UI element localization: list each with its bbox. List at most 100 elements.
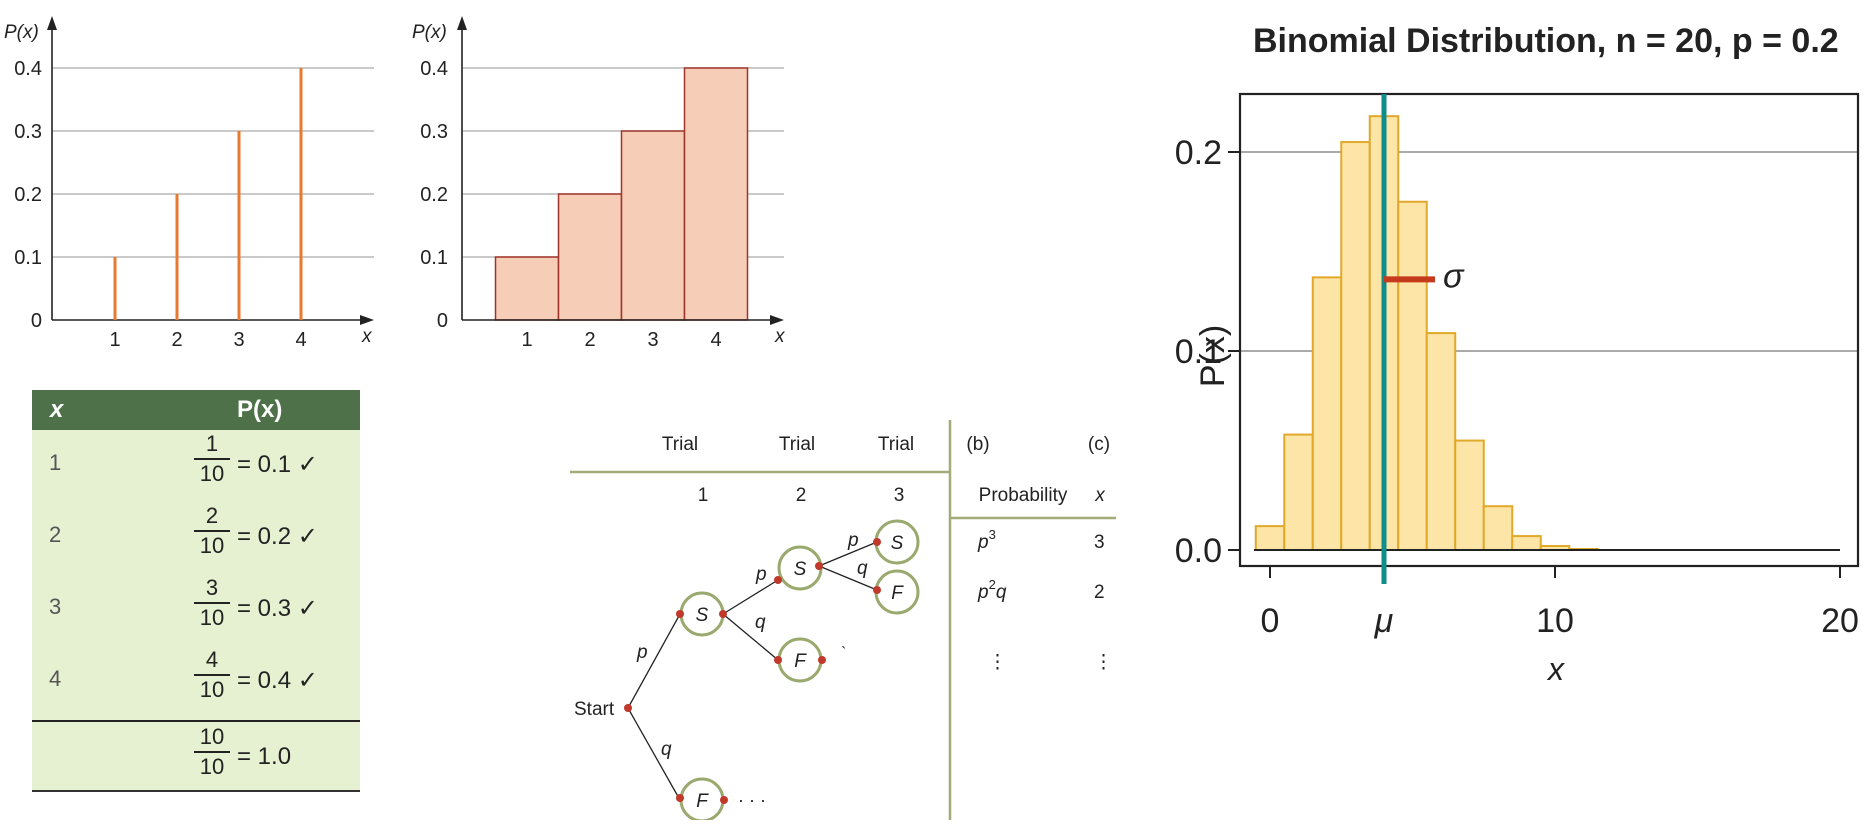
binomial-ytick-label: 0.1: [1175, 333, 1222, 371]
tree-trial-header-3: Trial: [878, 434, 914, 455]
fraction-bar: [194, 458, 230, 460]
tree-stray-mark: `: [841, 645, 846, 662]
spike-ytick-label: 0: [31, 310, 42, 332]
table-row: 1 1 10 = 0.1 ✓: [32, 430, 360, 500]
binomial-bar: [1397, 200, 1428, 551]
binomial-ylabel: P(x): [1194, 325, 1232, 387]
histogram-bar: [620, 130, 686, 321]
table-row-value: = 0.4 ✓: [237, 667, 318, 694]
spike-xtick-label: 3: [233, 329, 244, 351]
histogram-xtick-label: 2: [584, 329, 595, 351]
histogram-ytick-label: 0.2: [420, 184, 448, 206]
branch-label-p: p: [636, 642, 648, 663]
binomial-xtick-label: 20: [1821, 602, 1859, 640]
table-row-x: 1: [49, 450, 62, 475]
table-header-x: x: [50, 396, 64, 423]
histogram-chart: 0 0.1 0.2 0.3 0.4 1 2 3 4 P(x) x: [412, 16, 786, 351]
tree-nodes: [679, 519, 920, 820]
binomial-bar: [1454, 439, 1485, 551]
tree-trial-header-1: Trial: [662, 434, 698, 455]
spike-chart: 0 0.1 0.2 0.3 0.4 1 2 3 4 P(x) x: [4, 16, 374, 351]
fraction-numerator: 10: [199, 724, 225, 749]
histogram-yticks: 0 0.1 0.2 0.3 0.4: [420, 58, 448, 332]
table-row-fraction: 1 10: [190, 430, 234, 488]
fraction-bar: [194, 602, 230, 604]
binomial-bar: [1425, 332, 1457, 551]
spike-ytick-label: 0.3: [14, 121, 42, 143]
tree-trial-number-2: 2: [796, 485, 807, 506]
fraction-numerator: 3: [205, 575, 219, 600]
binomial-ytick-label: 0.0: [1175, 532, 1222, 570]
tree-b-header: (b): [966, 434, 989, 455]
table-row-x: 3: [49, 594, 62, 619]
histogram-ylabel: P(x): [412, 22, 447, 43]
tree-node-letters: S S S F F F: [696, 533, 905, 812]
table-row-value: = 0.2 ✓: [237, 523, 318, 550]
binomial-xlabel: x: [1546, 651, 1565, 687]
spike-xtick-label: 1: [109, 329, 120, 351]
table-header: x P(x): [32, 390, 360, 430]
binomial-bar: [1283, 433, 1314, 551]
binomial-frame: [1238, 92, 1860, 568]
table-row-x: 2: [49, 522, 62, 547]
tree-branch-labels: p q p q p q: [636, 530, 868, 760]
table-sum-divider: [32, 720, 360, 722]
histogram-xtick-label: 1: [521, 329, 532, 351]
table-row: 3 3 10 = 0.3 ✓: [32, 574, 360, 644]
histogram-axes: [457, 16, 784, 325]
fraction-denominator: 10: [199, 754, 225, 779]
binomial-xticks: 0 10 20: [1261, 566, 1859, 640]
spike-gridlines: [52, 67, 374, 258]
histogram-xtick-label: 3: [647, 329, 658, 351]
binomial-ytick-label: 0.2: [1175, 134, 1222, 172]
table-row-value: = 0.3 ✓: [237, 595, 318, 622]
sigma-label: σ: [1443, 257, 1465, 295]
binomial-title: Binomial Distribution, n = 20, p = 0.2: [1253, 22, 1839, 60]
spike-ytick-label: 0.1: [14, 247, 42, 269]
prob-p-squared-q: p2q: [977, 577, 1007, 603]
mean-label: μ: [1374, 602, 1394, 640]
tree-node-label-s2: S: [794, 559, 807, 580]
fraction-numerator: 4: [205, 647, 219, 672]
fraction-denominator: 10: [199, 533, 225, 558]
table-row-value: = 0.1 ✓: [237, 451, 318, 478]
histogram-bar: [494, 256, 560, 321]
table-bottom-rule: [32, 790, 360, 792]
fraction-denominator: 10: [199, 605, 225, 630]
histogram-ytick-label: 0.3: [420, 121, 448, 143]
tree-table-rules: [570, 420, 1116, 820]
tree-start-label: Start: [574, 699, 615, 720]
spike-ytick-label: 0.2: [14, 184, 42, 206]
tree-node-label-s1: S: [696, 605, 709, 626]
table-header-px: P(x): [237, 396, 283, 423]
histogram-xtick-label: 4: [710, 329, 721, 351]
branch-label-q: q: [661, 739, 672, 760]
x-vdots: ⋮: [1094, 652, 1113, 673]
tree-trial-header-2: Trial: [779, 434, 815, 455]
tree-probability-header: Probability: [979, 485, 1068, 506]
probability-table: x P(x) 1 1 10 = 0.1 ✓ 2 2 10 = 0.2 ✓ 3 3…: [32, 390, 360, 792]
spike-ylabel: P(x): [4, 22, 39, 43]
tree-branches: [627, 541, 878, 801]
branch-label-q: q: [755, 612, 766, 633]
histogram-ytick-label: 0.4: [420, 58, 448, 80]
tree-node-label-s3: S: [891, 533, 904, 554]
table-row-fraction: 3 10: [190, 574, 234, 632]
table-row: 2 2 10 = 0.2 ✓: [32, 502, 360, 572]
spike-bars: [113, 68, 303, 320]
binomial-bar: [1254, 525, 1286, 551]
spike-xlabel: x: [361, 326, 373, 347]
binomial-bar: [1482, 505, 1514, 551]
binomial-bars: [1254, 115, 1599, 552]
tree-node-label-f2: F: [794, 651, 807, 672]
tree-diagram: Trial Trial Trial 1 2 3 (b) (c) Probabil…: [570, 420, 1116, 820]
table-total-row: 10 10 = 1.0: [32, 723, 360, 793]
branch-label-q: q: [857, 558, 868, 579]
fraction-bar: [194, 674, 230, 676]
histogram-bars: [494, 67, 749, 321]
tree-node-label-f3: F: [891, 583, 904, 604]
tree-c-header: (c): [1088, 434, 1110, 455]
fraction-numerator: 1: [205, 431, 219, 456]
branch-label-p: p: [847, 530, 859, 551]
binomial-bar: [1340, 141, 1371, 552]
